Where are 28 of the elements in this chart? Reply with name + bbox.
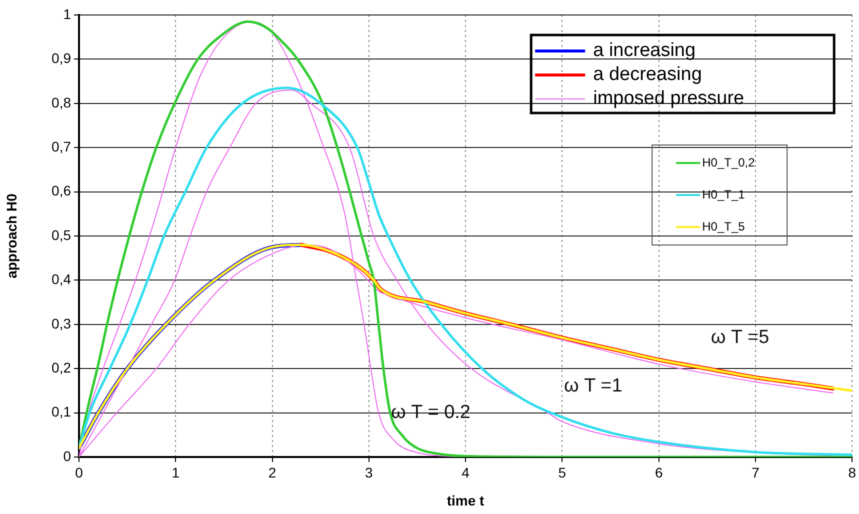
y-tick-label: 0,8 xyxy=(52,94,72,110)
annotation: ω T =5 xyxy=(710,326,770,348)
y-tick-label: 0 xyxy=(63,448,72,464)
y-axis-title: approach H0 xyxy=(3,193,20,278)
y-tick-label: 0,2 xyxy=(52,359,72,376)
y-tick-label: 0,7 xyxy=(52,138,72,154)
x-tick-label: 8 xyxy=(848,464,856,480)
legend-label: H0_T_0,2 xyxy=(702,155,756,170)
y-tick-label: 0,9 xyxy=(52,50,72,66)
x-tick-label: 0 xyxy=(75,464,84,480)
y-tick-label: 0,1 xyxy=(52,404,72,420)
x-tick-label: 5 xyxy=(558,464,566,480)
y-tick-label: 0,5 xyxy=(52,226,72,243)
x-tick-label: 3 xyxy=(365,464,374,480)
annotation: ω T =1 xyxy=(564,376,622,397)
legend-label: H0_T_5 xyxy=(702,219,746,234)
y-tick-label: 0,4 xyxy=(52,271,72,288)
x-tick-label: 7 xyxy=(752,464,760,480)
x-tick-label: 4 xyxy=(462,464,470,480)
x-tick-label: 2 xyxy=(268,464,276,480)
x-tick-label: 1 xyxy=(172,464,180,480)
y-tick-label: 0,6 xyxy=(52,182,72,199)
legend-label: a decreasing xyxy=(593,64,702,86)
y-tick-label: 0,3 xyxy=(52,315,72,332)
x-tick-label: 6 xyxy=(654,464,663,480)
legend-label: a increasing xyxy=(593,40,696,62)
y-tick-label: 1 xyxy=(63,6,72,22)
x-axis-title: time t xyxy=(446,492,485,508)
